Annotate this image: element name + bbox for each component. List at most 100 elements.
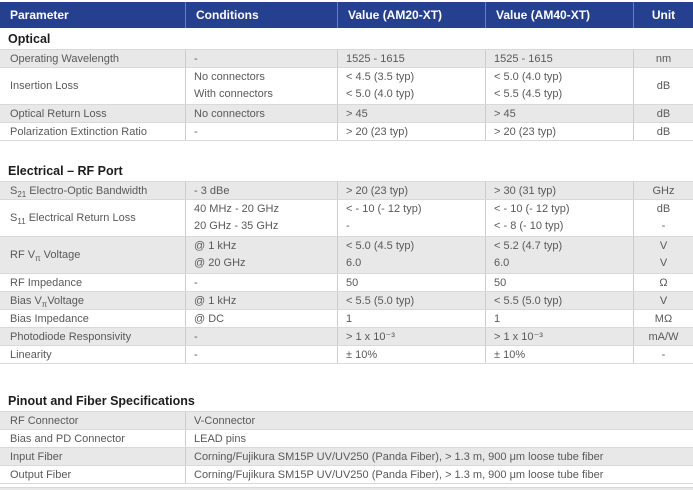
conditions-cell: @ 1 kHz @ 20 GHz bbox=[185, 237, 337, 273]
unit-cell: nm bbox=[633, 50, 693, 67]
conditions-cell: - bbox=[185, 274, 337, 291]
unit-cell: V bbox=[633, 292, 693, 309]
table-header: Parameter Conditions Value (AM20-XT) Val… bbox=[0, 2, 693, 28]
conditions-cell: - bbox=[185, 50, 337, 67]
header-unit-label: Unit bbox=[651, 8, 676, 22]
param-cell: Bias Impedance bbox=[10, 312, 89, 325]
header-value-am20-label: Value (AM20-XT) bbox=[348, 8, 443, 22]
row-bias-and-pd-connector: Bias and PD Connector LEAD pins bbox=[0, 430, 693, 448]
section-title-optical: Optical bbox=[8, 32, 51, 46]
param-cell: Linearity bbox=[10, 348, 52, 361]
param-cell: Bias and PD Connector bbox=[10, 432, 125, 445]
section-title-pinout-fiber: Pinout and Fiber Specifications bbox=[8, 394, 195, 408]
am20-value-cell: > 45 bbox=[337, 105, 485, 122]
param-cell: RF Impedance bbox=[10, 276, 83, 289]
unit-cell: mA/W bbox=[633, 328, 693, 345]
am40-value-cell: 1 bbox=[485, 310, 633, 327]
conditions-cell: - 3 dBe bbox=[185, 182, 337, 199]
row-s21-electro-optic-bandwidth: S21 Electro-Optic Bandwidth - 3 dBe > 20… bbox=[0, 182, 693, 200]
am40-value-cell: 1525 - 1615 bbox=[485, 50, 633, 67]
conditions-cell: - bbox=[185, 346, 337, 363]
row-rf-impedance: RF Impedance - 50 50 Ω bbox=[0, 274, 693, 292]
conditions-cell: - bbox=[185, 328, 337, 345]
am20-value-cell: ± 10% bbox=[337, 346, 485, 363]
unit-cell: dB bbox=[633, 105, 693, 122]
row-s11-electrical-return-loss: S11 Electrical Return Loss 40 MHz - 20 G… bbox=[0, 200, 693, 237]
value-cell: Corning/Fujikura SM15P UV/UV250 (Panda F… bbox=[185, 448, 693, 465]
header-parameter-label: Parameter bbox=[10, 8, 69, 22]
header-conditions-label: Conditions bbox=[196, 8, 259, 22]
am20-value-cell: > 20 (23 typ) bbox=[337, 182, 485, 199]
pinout-table: RF Connector V-Connector Bias and PD Con… bbox=[0, 411, 693, 484]
conditions-cell: No connectors bbox=[185, 105, 337, 122]
row-bias-impedance: Bias Impedance @ DC 1 1 MΩ bbox=[0, 310, 693, 328]
partial-next-row-strip bbox=[0, 487, 693, 490]
row-optical-return-loss: Optical Return Loss No connectors > 45 >… bbox=[0, 105, 693, 123]
header-value-am40: Value (AM40-XT) bbox=[485, 2, 633, 28]
header-conditions: Conditions bbox=[185, 2, 337, 28]
conditions-cell: - bbox=[185, 123, 337, 140]
row-photodiode-responsivity: Photodiode Responsivity - > 1 x 10⁻³ > 1… bbox=[0, 328, 693, 346]
param-cell: Operating Wavelength bbox=[10, 52, 120, 65]
unit-cell: dB bbox=[633, 123, 693, 140]
row-input-fiber: Input Fiber Corning/Fujikura SM15P UV/UV… bbox=[0, 448, 693, 466]
unit-cell: Ω bbox=[633, 274, 693, 291]
param-cell: RF Vπ Voltage bbox=[10, 249, 81, 264]
param-cell: Insertion Loss bbox=[10, 80, 79, 92]
row-bias-vpi-voltage: Bias VπVoltage @ 1 kHz < 5.5 (5.0 typ) <… bbox=[0, 292, 693, 310]
am20-value-cell: 1 bbox=[337, 310, 485, 327]
row-rf-connector: RF Connector V-Connector bbox=[0, 412, 693, 430]
am20-value-cell: 50 bbox=[337, 274, 485, 291]
am20-value-cell: < - 10 (- 12 typ) - bbox=[337, 200, 485, 236]
header-value-am40-label: Value (AM40-XT) bbox=[496, 8, 591, 22]
value-cell: V-Connector bbox=[185, 412, 693, 429]
param-cell: RF Connector bbox=[10, 414, 79, 427]
am40-value-cell: < 5.5 (5.0 typ) bbox=[485, 292, 633, 309]
row-output-fiber: Output Fiber Corning/Fujikura SM15P UV/U… bbox=[0, 466, 693, 484]
param-cell: Output Fiber bbox=[10, 468, 72, 481]
conditions-cell: @ DC bbox=[185, 310, 337, 327]
am20-value-cell: > 20 (23 typ) bbox=[337, 123, 485, 140]
row-insertion-loss: Insertion Loss No connectors With connec… bbox=[0, 68, 693, 105]
conditions-cell: No connectors With connectors bbox=[185, 68, 337, 104]
electrical-table: S21 Electro-Optic Bandwidth - 3 dBe > 20… bbox=[0, 181, 693, 364]
value-cell: LEAD pins bbox=[185, 430, 693, 447]
param-cell: Polarization Extinction Ratio bbox=[10, 125, 147, 138]
am40-value-cell: > 1 x 10⁻³ bbox=[485, 328, 633, 345]
unit-cell: GHz bbox=[633, 182, 693, 199]
unit-cell: dB bbox=[633, 68, 693, 104]
am20-value-cell: < 4.5 (3.5 typ) < 5.0 (4.0 typ) bbox=[337, 68, 485, 104]
param-cell: Bias VπVoltage bbox=[10, 294, 85, 309]
param-cell: Input Fiber bbox=[10, 450, 63, 463]
param-cell: Photodiode Responsivity bbox=[10, 330, 132, 343]
header-unit: Unit bbox=[633, 2, 693, 28]
header-parameter: Parameter bbox=[0, 2, 185, 28]
am40-value-cell: > 45 bbox=[485, 105, 633, 122]
am40-value-cell: > 30 (31 typ) bbox=[485, 182, 633, 199]
conditions-cell: @ 1 kHz bbox=[185, 292, 337, 309]
unit-cell: MΩ bbox=[633, 310, 693, 327]
param-cell: Optical Return Loss bbox=[10, 107, 107, 120]
param-cell: S11 Electrical Return Loss bbox=[10, 212, 136, 227]
am40-value-cell: ± 10% bbox=[485, 346, 633, 363]
am40-value-cell: < 5.0 (4.0 typ) < 5.5 (4.5 typ) bbox=[485, 68, 633, 104]
conditions-cell: 40 MHz - 20 GHz 20 GHz - 35 GHz bbox=[185, 200, 337, 236]
unit-cell: V V bbox=[633, 237, 693, 273]
am40-value-cell: < 5.2 (4.7 typ) 6.0 bbox=[485, 237, 633, 273]
am40-value-cell: < - 10 (- 12 typ) < - 8 (- 10 typ) bbox=[485, 200, 633, 236]
am40-value-cell: 50 bbox=[485, 274, 633, 291]
am40-value-cell: > 20 (23 typ) bbox=[485, 123, 633, 140]
am20-value-cell: 1525 - 1615 bbox=[337, 50, 485, 67]
row-polarization-extinction-ratio: Polarization Extinction Ratio - > 20 (23… bbox=[0, 123, 693, 141]
unit-cell: - bbox=[633, 346, 693, 363]
row-linearity: Linearity - ± 10% ± 10% - bbox=[0, 346, 693, 364]
value-cell: Corning/Fujikura SM15P UV/UV250 (Panda F… bbox=[185, 466, 693, 483]
am20-value-cell: > 1 x 10⁻³ bbox=[337, 328, 485, 345]
section-title-electrical-rf-port: Electrical – RF Port bbox=[8, 164, 123, 178]
am20-value-cell: < 5.0 (4.5 typ) 6.0 bbox=[337, 237, 485, 273]
header-value-am20: Value (AM20-XT) bbox=[337, 2, 485, 28]
unit-cell: dB - bbox=[633, 200, 693, 236]
param-cell: S21 Electro-Optic Bandwidth bbox=[10, 184, 148, 199]
am20-value-cell: < 5.5 (5.0 typ) bbox=[337, 292, 485, 309]
